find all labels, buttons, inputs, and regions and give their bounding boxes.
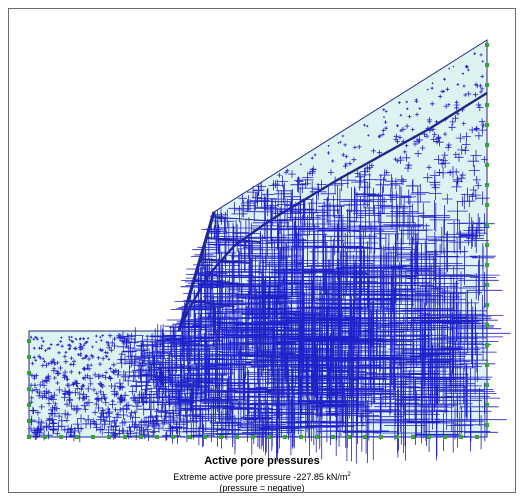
boundary-node	[267, 435, 271, 439]
boundary-node	[331, 435, 335, 439]
boundary-node	[27, 435, 31, 439]
boundary-node	[459, 435, 463, 439]
boundary-node	[485, 423, 489, 427]
legend-note: (pressure = negative)	[219, 483, 305, 493]
pressure-cross-field	[27, 52, 511, 464]
boundary-node	[485, 63, 489, 67]
boundary-node	[395, 435, 399, 439]
boundary-node	[235, 435, 239, 439]
extreme-unit: kN/m	[326, 472, 348, 482]
boundary-node	[485, 403, 489, 407]
boundary-node	[315, 435, 319, 439]
boundary-node	[91, 435, 95, 439]
boundary-node	[485, 123, 489, 127]
boundary-node	[107, 435, 111, 439]
boundary-node	[485, 323, 489, 327]
pore-pressure-plot	[27, 39, 511, 464]
legend: Active pore pressures Extreme active por…	[9, 455, 515, 493]
boundary-node	[485, 343, 489, 347]
boundary-node	[123, 435, 127, 439]
boundary-node	[283, 435, 287, 439]
boundary-node	[485, 203, 489, 207]
boundary-node	[485, 163, 489, 167]
boundary-node	[75, 435, 79, 439]
extreme-label: Extreme active pore pressure	[173, 472, 291, 482]
boundary-node	[485, 143, 489, 147]
boundary-node	[443, 435, 447, 439]
boundary-node	[27, 355, 31, 359]
unit-exponent: 2	[347, 472, 351, 478]
boundary-node	[27, 339, 31, 343]
boundary-node	[43, 435, 47, 439]
boundary-node	[219, 435, 223, 439]
plot-window: Active pore pressures Extreme active por…	[8, 8, 516, 493]
pressure-crosses	[27, 52, 511, 464]
boundary-node	[379, 435, 383, 439]
boundary-node	[475, 435, 479, 439]
boundary-node	[485, 83, 489, 87]
boundary-node	[485, 283, 489, 287]
boundary-node	[299, 435, 303, 439]
boundary-node	[187, 435, 191, 439]
boundary-node	[27, 387, 31, 391]
boundary-node	[139, 435, 143, 439]
boundary-node	[485, 383, 489, 387]
boundary-node	[347, 435, 351, 439]
boundary-node	[27, 371, 31, 375]
boundary-node	[363, 435, 367, 439]
boundary-node	[203, 435, 207, 439]
boundary-node	[485, 363, 489, 367]
boundary-node	[155, 435, 159, 439]
boundary-node	[251, 435, 255, 439]
extreme-value: -227.85	[293, 472, 324, 482]
boundary-node	[485, 43, 489, 47]
boundary-node	[485, 303, 489, 307]
legend-title: Active pore pressures	[204, 455, 320, 467]
boundary-node	[27, 419, 31, 423]
boundary-node	[171, 435, 175, 439]
boundary-nodes	[27, 43, 489, 439]
boundary-node	[485, 243, 489, 247]
boundary-node	[485, 103, 489, 107]
boundary-node	[485, 183, 489, 187]
boundary-node	[485, 263, 489, 267]
legend-extreme-line: Extreme active pore pressure -227.85 kN/…	[9, 469, 515, 483]
boundary-node	[59, 435, 63, 439]
boundary-node	[427, 435, 431, 439]
boundary-node	[411, 435, 415, 439]
boundary-node	[27, 403, 31, 407]
boundary-node	[485, 223, 489, 227]
